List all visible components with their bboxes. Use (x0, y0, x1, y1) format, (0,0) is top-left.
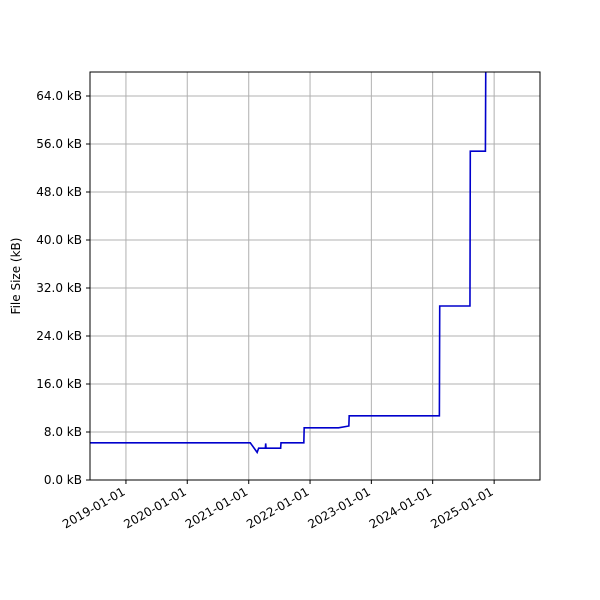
grid (90, 72, 540, 481)
y-tick-label: 64.0 kB (36, 89, 82, 103)
y-tick-label: 32.0 kB (36, 281, 82, 295)
y-tick-label: 8.0 kB (44, 425, 82, 439)
y-tick-label: 40.0 kB (36, 233, 82, 247)
plot-frame (89, 71, 541, 481)
series-line (90, 72, 487, 455)
y-tick-label: 48.0 kB (36, 185, 82, 199)
series-layer (90, 72, 487, 455)
y-tick-label: 56.0 kB (36, 137, 82, 151)
y-axis-label: File Size (kB) (9, 238, 23, 315)
y-tick-label: 24.0 kB (36, 329, 82, 343)
y-tick-label: 0.0 kB (44, 473, 82, 487)
y-tick-label: 16.0 kB (36, 377, 82, 391)
